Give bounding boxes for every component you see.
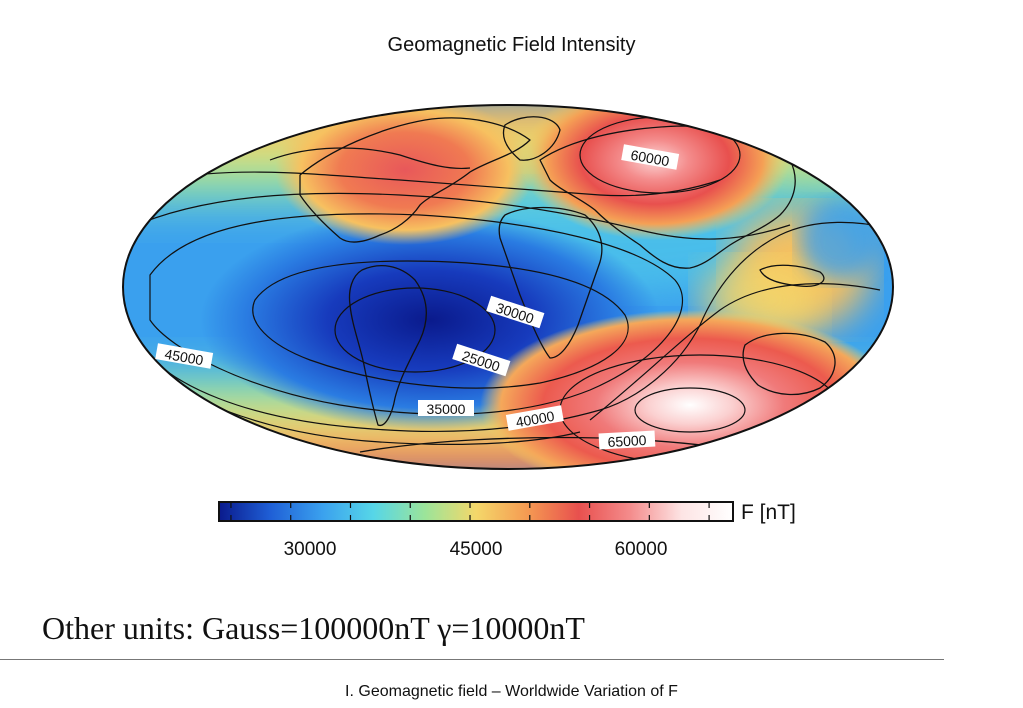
north-america-outline [299, 117, 531, 243]
colorbar-tick-30000: 30000 [284, 539, 337, 560]
contour-45000-north [124, 192, 791, 240]
footer-divider [0, 659, 944, 660]
continent-outlines [299, 116, 836, 453]
contour-55000-nw [269, 147, 471, 170]
contour-label-65000: 65000 [607, 432, 647, 450]
africa-outline [498, 206, 603, 359]
colorbar: 30000 45000 60000 F [nT] [218, 501, 796, 560]
contour-50000-east [589, 283, 881, 421]
greenland-outline [502, 116, 561, 161]
indonesia-outline [759, 264, 825, 287]
contour-label-60000: 60000 [629, 147, 670, 170]
contour-25000 [334, 287, 496, 373]
map-frame [122, 104, 894, 470]
south-america-outline [348, 265, 427, 427]
contour-35000 [149, 213, 684, 415]
contour-30000 [252, 260, 629, 389]
australia-outline [742, 332, 836, 396]
field-intensity-map: 60000 30000 45000 25000 35000 40000 6500… [122, 104, 894, 470]
colorbar-ticks [230, 502, 710, 521]
slide-footer: I. Geomagnetic field – Worldwide Variati… [345, 683, 678, 700]
contour-65000-inner [634, 387, 746, 433]
map-title: Geomagnetic Field Intensity [387, 34, 636, 56]
colorbar-unit-label: F [nT] [741, 501, 796, 524]
contour-label-45000: 45000 [163, 346, 204, 369]
units-note: Other units: Gauss=100000nT γ=10000nT [42, 610, 585, 646]
colorbar-gradient [218, 501, 734, 522]
contour-50000-north [159, 171, 721, 197]
contour-labels: 60000 30000 45000 25000 35000 40000 6500… [155, 144, 680, 450]
contour-40000 [129, 221, 893, 432]
eurasia-outline [539, 125, 796, 269]
intensity-field [123, 105, 893, 469]
contour-label-35000: 35000 [427, 401, 466, 417]
colorbar-tick-60000: 60000 [615, 539, 668, 560]
colorbar-tick-45000: 45000 [450, 539, 503, 560]
contour-label-40000: 40000 [514, 408, 555, 431]
